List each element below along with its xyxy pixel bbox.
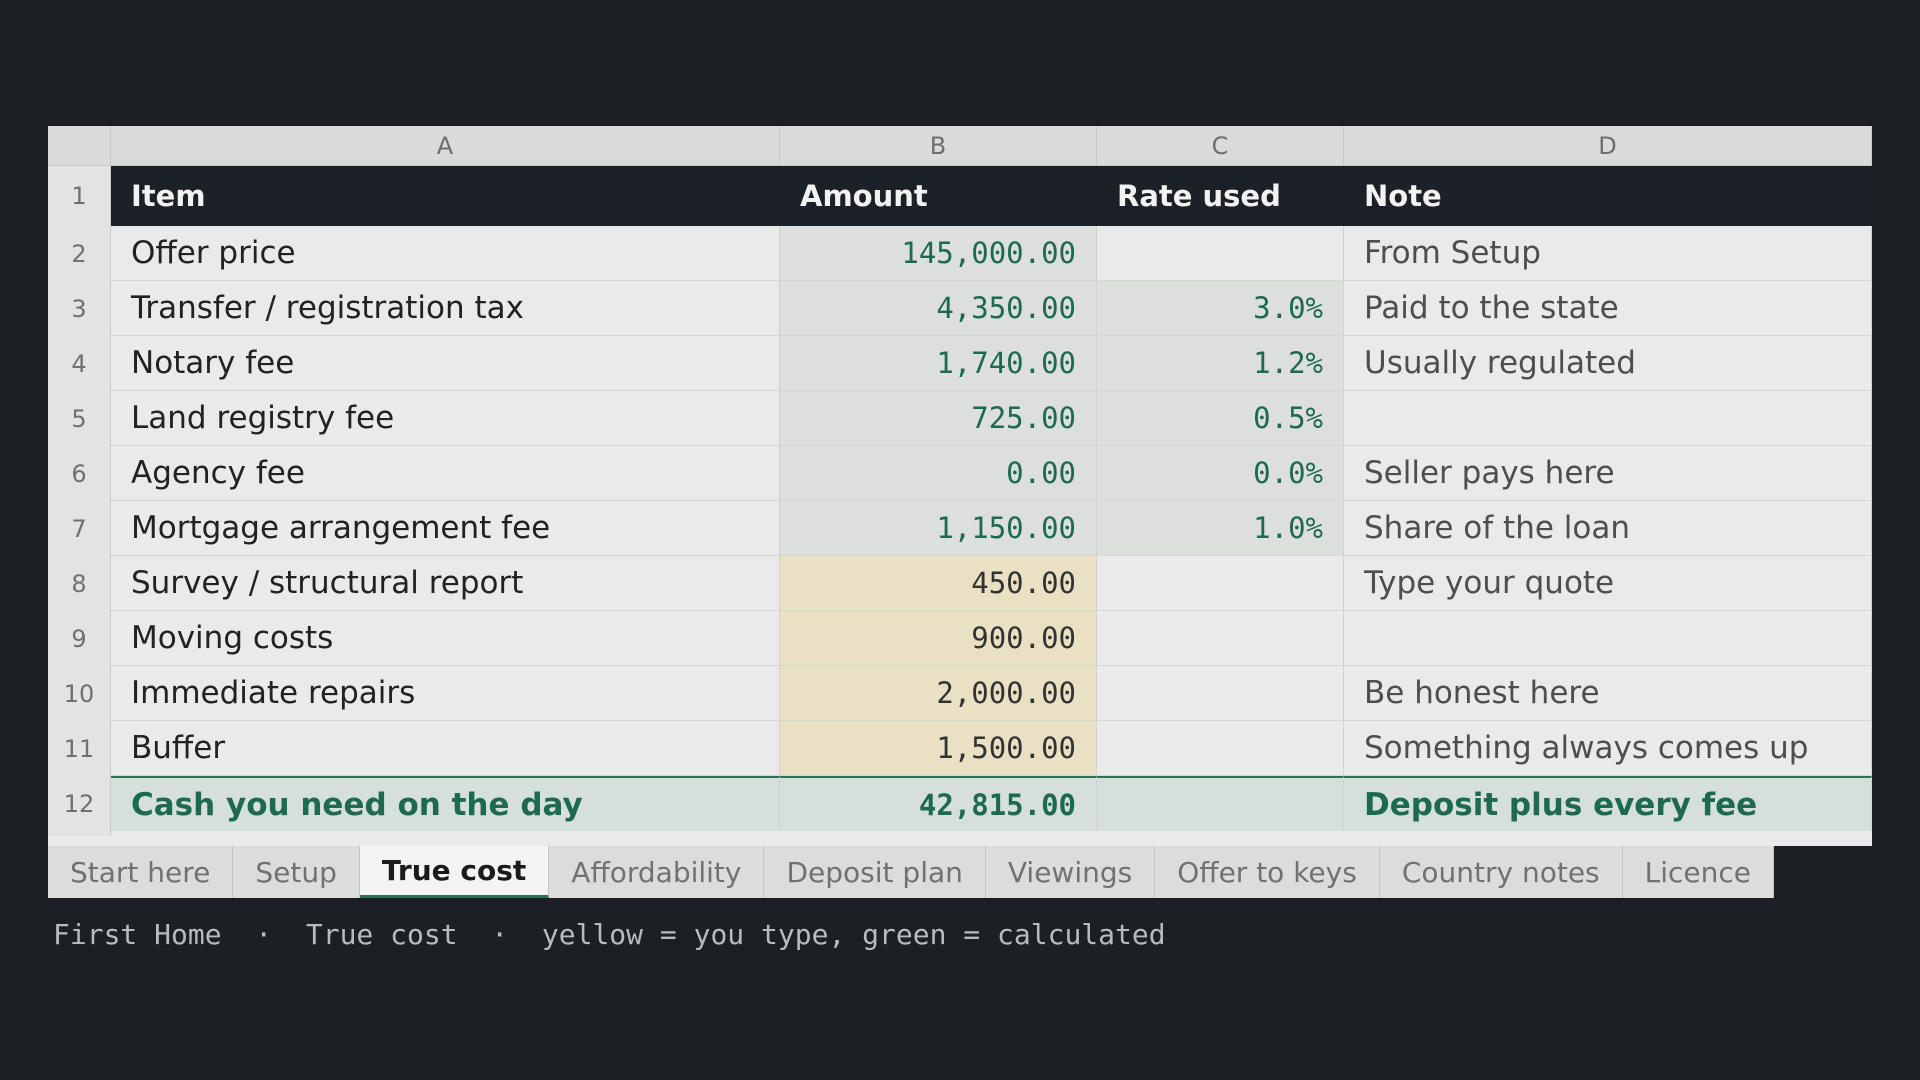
row-header[interactable]: 10 bbox=[48, 666, 111, 721]
cell-partial bbox=[1344, 831, 1872, 836]
row-header[interactable]: 12 bbox=[48, 776, 111, 831]
cell-item[interactable]: Land registry fee bbox=[111, 391, 780, 446]
spreadsheet: A B C D 1 Item Amount Rate used Note 2 Offer price… bbox=[48, 126, 1872, 846]
total-amount[interactable]: 42,815.00 bbox=[780, 776, 1097, 831]
cell-rate[interactable] bbox=[1097, 611, 1344, 666]
total-rate[interactable] bbox=[1097, 776, 1344, 831]
cell-note[interactable]: Type your quote bbox=[1344, 556, 1872, 611]
tab-deposit-plan[interactable]: Deposit plan bbox=[764, 846, 986, 898]
row-header[interactable]: 5 bbox=[48, 391, 111, 446]
row-header[interactable]: 4 bbox=[48, 336, 111, 391]
tab-true-cost[interactable]: True cost bbox=[359, 846, 550, 898]
cell-amount[interactable]: 2,000.00 bbox=[780, 666, 1097, 721]
row-header[interactable]: 2 bbox=[48, 226, 111, 281]
cell-rate[interactable]: 1.0% bbox=[1097, 501, 1344, 556]
cell-item[interactable]: Notary fee bbox=[111, 336, 780, 391]
cell-item[interactable]: Agency fee bbox=[111, 446, 780, 501]
row-header[interactable]: 3 bbox=[48, 281, 111, 336]
cell-partial bbox=[780, 831, 1097, 836]
total-label[interactable]: Cash you need on the day bbox=[111, 776, 780, 831]
tab-setup[interactable]: Setup bbox=[233, 846, 360, 898]
header-amount[interactable]: Amount bbox=[780, 166, 1097, 226]
cell-note[interactable] bbox=[1344, 391, 1872, 446]
cell-note[interactable]: Usually regulated bbox=[1344, 336, 1872, 391]
cell-rate[interactable]: 3.0% bbox=[1097, 281, 1344, 336]
column-header-a[interactable]: A bbox=[111, 126, 780, 166]
cell-item[interactable]: Survey / structural report bbox=[111, 556, 780, 611]
header-note[interactable]: Note bbox=[1344, 166, 1872, 226]
cell-rate[interactable]: 0.0% bbox=[1097, 446, 1344, 501]
cell-item[interactable]: Transfer / registration tax bbox=[111, 281, 780, 336]
select-all-corner[interactable] bbox=[48, 126, 111, 166]
cell-rate[interactable] bbox=[1097, 226, 1344, 281]
cell-amount[interactable]: 450.00 bbox=[780, 556, 1097, 611]
row-header[interactable]: 1 bbox=[48, 166, 111, 226]
tab-licence[interactable]: Licence bbox=[1623, 846, 1775, 898]
cell-amount[interactable]: 1,500.00 bbox=[780, 721, 1097, 776]
cell-rate[interactable]: 1.2% bbox=[1097, 336, 1344, 391]
cell-item[interactable]: Immediate repairs bbox=[111, 666, 780, 721]
cell-item[interactable]: Mortgage arrangement fee bbox=[111, 501, 780, 556]
cell-item[interactable]: Buffer bbox=[111, 721, 780, 776]
cell-rate[interactable]: 0.5% bbox=[1097, 391, 1344, 446]
total-note[interactable]: Deposit plus every fee bbox=[1344, 776, 1872, 831]
tab-affordability[interactable]: Affordability bbox=[549, 846, 765, 898]
cell-note[interactable]: Paid to the state bbox=[1344, 281, 1872, 336]
cell-amount[interactable]: 4,350.00 bbox=[780, 281, 1097, 336]
cell-note[interactable]: Something always comes up bbox=[1344, 721, 1872, 776]
cell-amount[interactable]: 725.00 bbox=[780, 391, 1097, 446]
cell-rate[interactable] bbox=[1097, 556, 1344, 611]
footer-caption: First Home · True cost · yellow = you ty… bbox=[53, 918, 1166, 951]
header-rate[interactable]: Rate used bbox=[1097, 166, 1344, 226]
cell-amount[interactable]: 1,740.00 bbox=[780, 336, 1097, 391]
cell-partial bbox=[1097, 831, 1344, 836]
tab-start-here[interactable]: Start here bbox=[48, 846, 234, 898]
row-header-partial bbox=[48, 831, 111, 836]
row-header[interactable]: 7 bbox=[48, 501, 111, 556]
cell-rate[interactable] bbox=[1097, 666, 1344, 721]
sheet-tabs: Start here Setup True cost Affordability Dep… bbox=[48, 846, 1775, 898]
column-header-b[interactable]: B bbox=[780, 126, 1097, 166]
cell-note[interactable]: Share of the loan bbox=[1344, 501, 1872, 556]
row-header[interactable]: 9 bbox=[48, 611, 111, 666]
tab-country-notes[interactable]: Country notes bbox=[1380, 846, 1623, 898]
header-item[interactable]: Item bbox=[111, 166, 780, 226]
cell-note[interactable]: Be honest here bbox=[1344, 666, 1872, 721]
row-header[interactable]: 8 bbox=[48, 556, 111, 611]
cell-item[interactable]: Moving costs bbox=[111, 611, 780, 666]
cell-note[interactable]: From Setup bbox=[1344, 226, 1872, 281]
tab-offer-to-keys[interactable]: Offer to keys bbox=[1155, 846, 1380, 898]
cell-amount[interactable]: 0.00 bbox=[780, 446, 1097, 501]
cell-item[interactable]: Offer price bbox=[111, 226, 780, 281]
cell-amount[interactable]: 900.00 bbox=[780, 611, 1097, 666]
column-header-d[interactable]: D bbox=[1344, 126, 1872, 166]
tab-viewings[interactable]: Viewings bbox=[986, 846, 1156, 898]
column-header-c[interactable]: C bbox=[1097, 126, 1344, 166]
cell-note[interactable] bbox=[1344, 611, 1872, 666]
cell-amount[interactable]: 1,150.00 bbox=[780, 501, 1097, 556]
sheet-grid: A B C D 1 Item Amount Rate used Note 2 Offer price… bbox=[48, 126, 1872, 836]
row-header[interactable]: 11 bbox=[48, 721, 111, 776]
row-header[interactable]: 6 bbox=[48, 446, 111, 501]
cell-note[interactable]: Seller pays here bbox=[1344, 446, 1872, 501]
cell-amount[interactable]: 145,000.00 bbox=[780, 226, 1097, 281]
cell-partial bbox=[111, 831, 780, 836]
cell-rate[interactable] bbox=[1097, 721, 1344, 776]
